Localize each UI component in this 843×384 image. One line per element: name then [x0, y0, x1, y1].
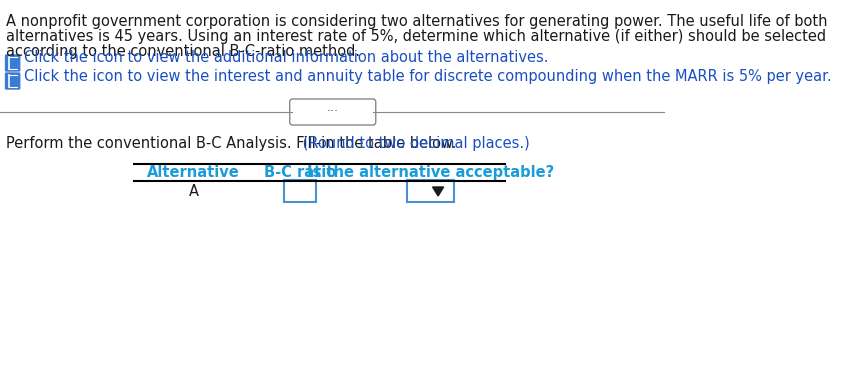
FancyBboxPatch shape	[6, 73, 19, 89]
Text: according to the conventional B-C-ratio method.: according to the conventional B-C-ratio …	[6, 44, 361, 59]
Polygon shape	[432, 187, 443, 196]
Text: Perform the conventional B-C Analysis. Fill-in the table below.: Perform the conventional B-C Analysis. F…	[6, 136, 457, 151]
Text: Click the icon to view the additional information about the alternatives.: Click the icon to view the additional in…	[24, 51, 548, 66]
Text: A: A	[188, 184, 198, 199]
FancyBboxPatch shape	[290, 99, 376, 125]
Text: A nonprofit government corporation is considering two alternatives for generatin: A nonprofit government corporation is co…	[6, 14, 828, 29]
FancyBboxPatch shape	[406, 180, 454, 202]
FancyBboxPatch shape	[6, 55, 19, 71]
FancyBboxPatch shape	[284, 180, 316, 202]
Text: ···: ···	[326, 106, 338, 119]
Text: Alternative: Alternative	[147, 165, 239, 180]
Text: Is the alternative acceptable?: Is the alternative acceptable?	[307, 165, 554, 180]
Text: Click the icon to view the interest and annuity table for discrete compounding w: Click the icon to view the interest and …	[24, 68, 831, 83]
Text: alternatives is 45 years. Using an interest rate of 5%, determine which alternat: alternatives is 45 years. Using an inter…	[6, 29, 826, 44]
Text: (Round to two decimal places.): (Round to two decimal places.)	[298, 136, 530, 151]
Text: B-C ratio: B-C ratio	[264, 165, 336, 180]
